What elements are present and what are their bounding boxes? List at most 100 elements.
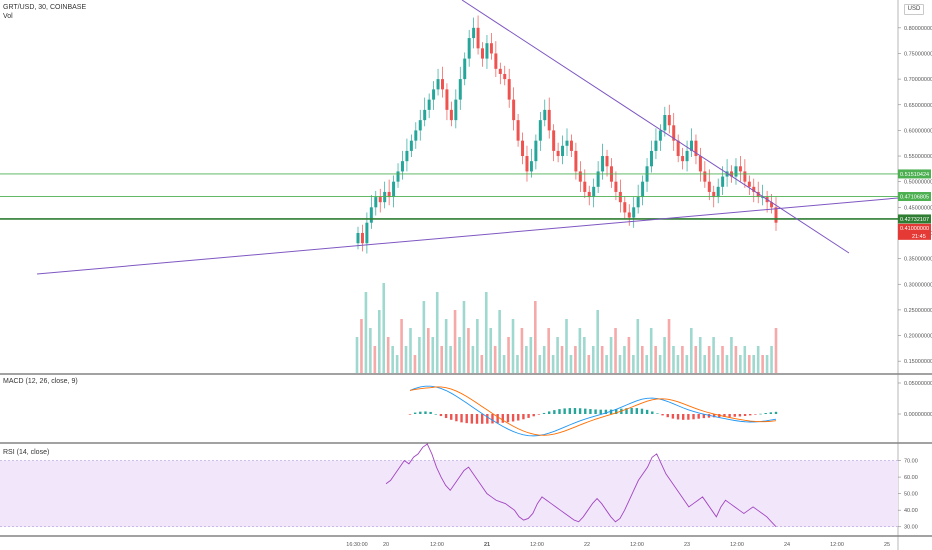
volume-bar [498, 310, 501, 373]
macd-histogram-bar [501, 414, 504, 423]
trendline-support [36, 197, 899, 275]
macd-histogram-bar [749, 414, 752, 416]
candle-body [658, 130, 662, 141]
volume-bar [409, 328, 412, 373]
rsi-line [385, 443, 777, 528]
y-tick-label: 40.00 [904, 508, 918, 514]
volume-bar [369, 328, 372, 373]
candle-body [556, 150, 560, 157]
volume-bar [533, 301, 537, 373]
candle-body [698, 156, 702, 172]
macd-histogram-bar [707, 414, 711, 418]
volume-bar [605, 355, 608, 373]
candle-body [481, 48, 485, 59]
macd-histogram-bar [589, 409, 592, 414]
volume-bar [476, 319, 479, 373]
candle-body [503, 73, 507, 80]
macd-histogram-bar [733, 414, 736, 417]
candle-body [605, 156, 609, 167]
candle-body [507, 79, 511, 100]
volume-bar [400, 319, 403, 373]
candle-body [734, 166, 738, 177]
volume-bar [449, 346, 452, 373]
macd-histogram-bar [491, 414, 494, 424]
volume-bar [667, 319, 671, 373]
volume-bar [516, 355, 519, 373]
candle-body [752, 186, 756, 192]
y-tick-label: 70.00 [904, 459, 918, 465]
level-price-flag [898, 214, 931, 224]
candle-body [649, 150, 653, 167]
x-tick-label: 21 [484, 542, 490, 548]
macd-histogram-bar [614, 409, 618, 414]
macd-histogram-bar [419, 411, 422, 414]
macd-histogram-bar [671, 414, 675, 419]
currency-button[interactable]: USD [904, 4, 924, 15]
volume-bar [444, 319, 448, 373]
candle-body [512, 99, 516, 121]
volume-bar [618, 355, 622, 373]
level-price-label: 0.51510424 [900, 172, 929, 178]
candle-body [458, 79, 462, 100]
volume-bar [551, 355, 555, 373]
macd-histogram-bar [429, 411, 432, 414]
volume-bar [525, 346, 528, 373]
candle-body [552, 130, 556, 151]
macd-histogram-bar [470, 414, 474, 424]
volume-bar [578, 328, 582, 373]
y-tick-label: 30.00 [904, 525, 918, 531]
candle-body [516, 120, 520, 141]
volume-bar [462, 301, 466, 373]
candle-body [476, 27, 480, 49]
candle-body [547, 109, 551, 131]
volume-bar [663, 337, 666, 373]
candle-body [636, 197, 640, 208]
candle-body [525, 156, 529, 172]
macd-histogram-bar [676, 414, 680, 420]
candle-body [521, 140, 525, 157]
volume-bar [583, 337, 586, 373]
volume-bar [493, 346, 497, 373]
volume-bar [458, 337, 461, 373]
volume-bar [467, 328, 470, 373]
volume-bar [681, 346, 684, 373]
volume-bar [703, 355, 706, 373]
volume-bar [752, 355, 756, 373]
volume-bar [507, 337, 510, 373]
candle-body [409, 140, 413, 151]
candle-body [712, 191, 716, 198]
volume-bar [734, 346, 738, 373]
volume-bar [614, 328, 617, 373]
macd-histogram-bar [723, 414, 726, 418]
y-tick-label: 0.70000000 [904, 77, 932, 83]
candle-body [414, 130, 418, 141]
macd-histogram-bar [558, 409, 561, 414]
macd-histogram-bar [537, 414, 541, 415]
candle-body [761, 197, 765, 199]
macd-histogram-bar [754, 414, 757, 415]
volume-bar [645, 355, 649, 373]
last-price-label: 0.41000000 [900, 226, 929, 232]
y-tick-label: 0.80000000 [904, 26, 932, 32]
volume-bar [511, 319, 515, 373]
volume-bar [355, 337, 359, 373]
candle-body [534, 140, 538, 162]
volume-bar [707, 346, 711, 373]
candle-body [747, 181, 751, 187]
candle-body [703, 171, 707, 182]
volume-bar [774, 328, 778, 373]
volume-bar [364, 292, 368, 373]
volume-bar [694, 346, 698, 373]
volume-bar [574, 346, 577, 373]
macd-histogram-bar [697, 414, 700, 419]
macd-histogram-bar [682, 414, 685, 420]
candle-body [716, 186, 720, 198]
x-tick-label: 12:00 [430, 542, 444, 548]
macd-histogram-bar [604, 409, 608, 414]
rsi-legend: RSI (14, close) [3, 449, 50, 456]
volume-bar [395, 355, 399, 373]
level-price-flag [898, 192, 931, 202]
macd-histogram-bar [625, 408, 628, 414]
x-tick-label: 12:00 [830, 542, 844, 548]
